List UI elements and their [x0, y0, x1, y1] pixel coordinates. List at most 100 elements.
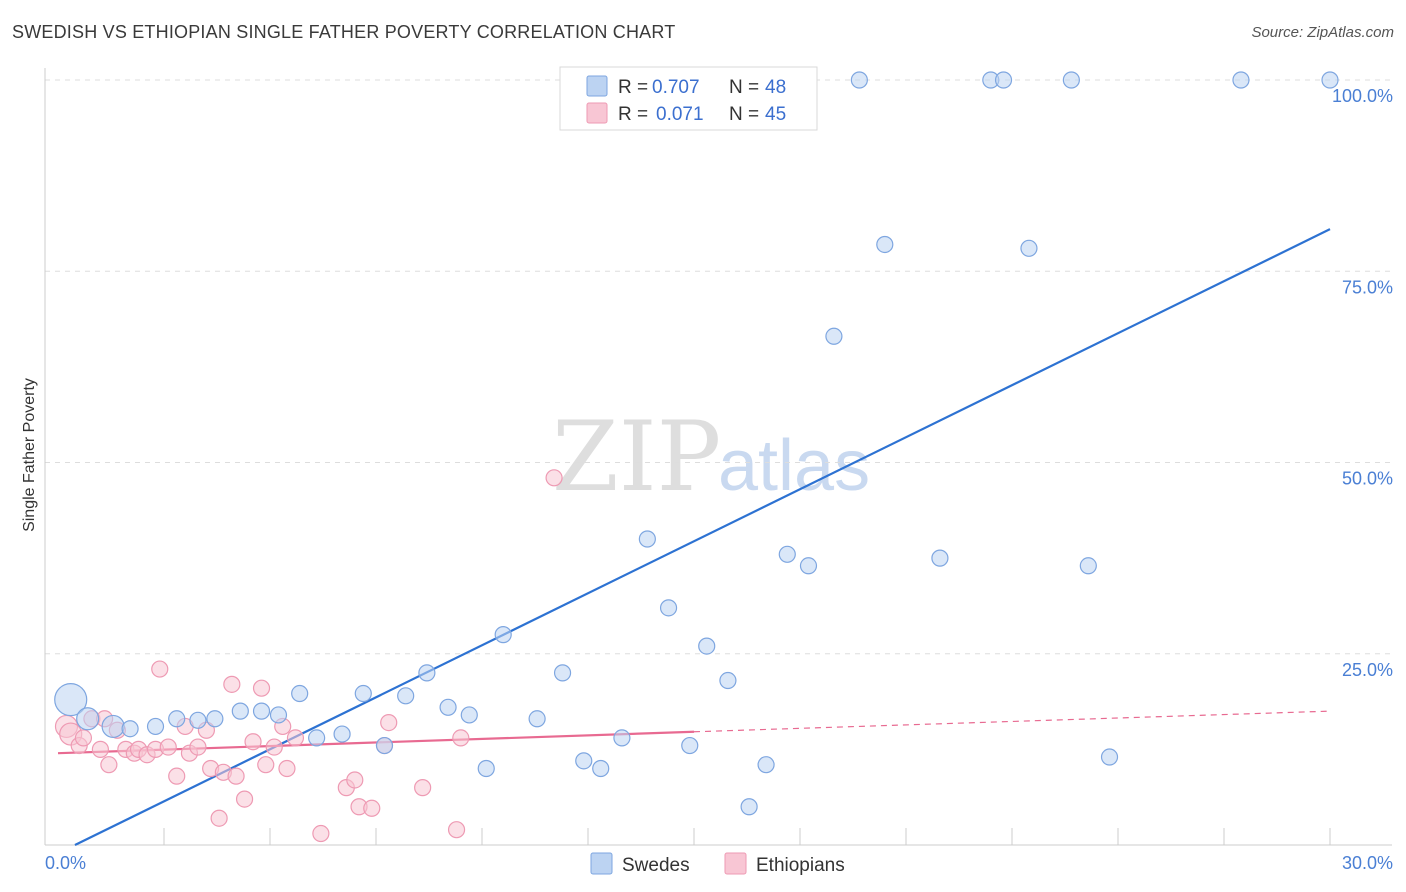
point-swedes [54, 683, 88, 717]
bottom-legend-swatch-ethiopians [724, 852, 747, 875]
point-ethiopians [227, 767, 245, 785]
point-swedes [189, 711, 207, 729]
point-ethiopians [91, 740, 110, 758]
point-swedes [681, 736, 699, 755]
x-axis-ticks [163, 828, 1331, 845]
legend-n-label: N = [729, 77, 759, 98]
point-swedes [269, 706, 288, 724]
point-swedes [659, 599, 678, 617]
point-swedes [1100, 748, 1119, 766]
point-swedes [575, 752, 593, 770]
point-ethiopians [278, 759, 296, 778]
point-swedes [698, 637, 716, 655]
point-ethiopians [159, 738, 177, 756]
point-swedes [592, 759, 610, 778]
point-swedes [397, 687, 415, 705]
gridlines [45, 79, 1392, 655]
point-ethiopians [252, 679, 271, 697]
point-ethiopians [312, 824, 330, 843]
x-tick-labels: 0.0% 30.0% [45, 853, 1393, 873]
point-swedes [740, 798, 758, 816]
point-ethiopians [235, 790, 254, 808]
point-swedes [613, 729, 631, 747]
point-swedes [460, 706, 478, 724]
series-legend: Swedes Ethiopians [590, 852, 845, 876]
y-tick-label: 25.0% [1342, 660, 1393, 680]
legend-r-label: R = [618, 104, 648, 125]
point-swedes [291, 684, 309, 703]
point-swedes [252, 702, 271, 720]
point-swedes [375, 736, 394, 755]
point-swedes [231, 702, 249, 720]
point-swedes [418, 664, 436, 682]
point-swedes [931, 549, 949, 567]
legend-r-value: 0.707 [652, 77, 700, 98]
trend-line-extension-ethiopians [693, 710, 1331, 733]
point-swedes [1321, 71, 1339, 89]
point-swedes [333, 725, 351, 743]
point-swedes [719, 671, 737, 690]
x-tick-label: 30.0% [1342, 853, 1393, 873]
point-swedes [308, 729, 326, 747]
point-swedes [494, 626, 512, 644]
y-tick-labels: 25.0% 50.0% 75.0% 100.0% [1332, 86, 1393, 680]
bottom-legend-label-ethiopians: Ethiopians [756, 855, 845, 876]
x-tick-label: 0.0% [45, 853, 86, 873]
point-ethiopians [286, 729, 305, 747]
source-label: Source: ZipAtlas.com [1251, 24, 1394, 41]
watermark-zip: ZIP [552, 401, 721, 513]
legend-n-label: N = [729, 104, 759, 125]
y-tick-label: 100.0% [1332, 86, 1393, 106]
point-swedes [825, 327, 843, 345]
point-ethiopians [363, 799, 381, 817]
point-ethiopians [447, 821, 466, 839]
data-points [54, 71, 1339, 843]
point-ethiopians [210, 809, 228, 827]
point-swedes [354, 684, 372, 703]
point-swedes [994, 71, 1013, 89]
bottom-legend-label-swedes: Swedes [622, 855, 690, 876]
point-swedes [638, 530, 656, 548]
point-swedes [850, 71, 868, 89]
point-swedes [778, 545, 796, 563]
chart-title: SWEDISH VS ETHIOPIAN SINGLE FATHER POVER… [12, 22, 676, 42]
point-swedes [553, 664, 572, 682]
point-ethiopians [380, 713, 398, 732]
point-ethiopians [74, 729, 93, 747]
legend-swatch-swedes [586, 75, 608, 97]
point-swedes [168, 710, 186, 728]
point-ethiopians [168, 767, 186, 785]
trend-line-swedes [74, 228, 1331, 846]
y-tick-label: 75.0% [1342, 277, 1393, 297]
point-swedes [146, 717, 165, 736]
point-swedes [121, 720, 139, 738]
point-ethiopians [223, 675, 241, 693]
point-ethiopians [151, 660, 169, 678]
legend-n-value: 45 [765, 104, 786, 125]
point-ethiopians [257, 756, 275, 774]
point-ethiopians [452, 729, 470, 747]
point-swedes [439, 698, 457, 716]
point-swedes [76, 707, 100, 731]
point-ethiopians [346, 771, 364, 789]
y-axis-label: Single Father Poverty [21, 378, 38, 532]
point-swedes [799, 557, 818, 575]
bottom-legend-swatch-swedes [590, 852, 613, 875]
point-ethiopians [265, 738, 283, 756]
point-ethiopians [100, 756, 118, 774]
y-tick-label: 50.0% [1342, 469, 1393, 489]
legend-n-value: 48 [765, 77, 786, 98]
point-swedes [206, 710, 224, 728]
point-swedes [1062, 71, 1080, 89]
point-swedes [477, 759, 495, 778]
point-swedes [876, 235, 894, 254]
point-swedes [1079, 557, 1097, 575]
point-swedes [757, 756, 775, 774]
stats-legend: R = 0.707 N = 48 R = 0.071 N = 45 [559, 66, 818, 131]
legend-r-value: 0.071 [656, 104, 704, 125]
legend-swatch-ethiopians [586, 102, 608, 124]
point-swedes [101, 714, 125, 739]
point-ethiopians [189, 738, 207, 756]
point-swedes [1232, 71, 1250, 89]
